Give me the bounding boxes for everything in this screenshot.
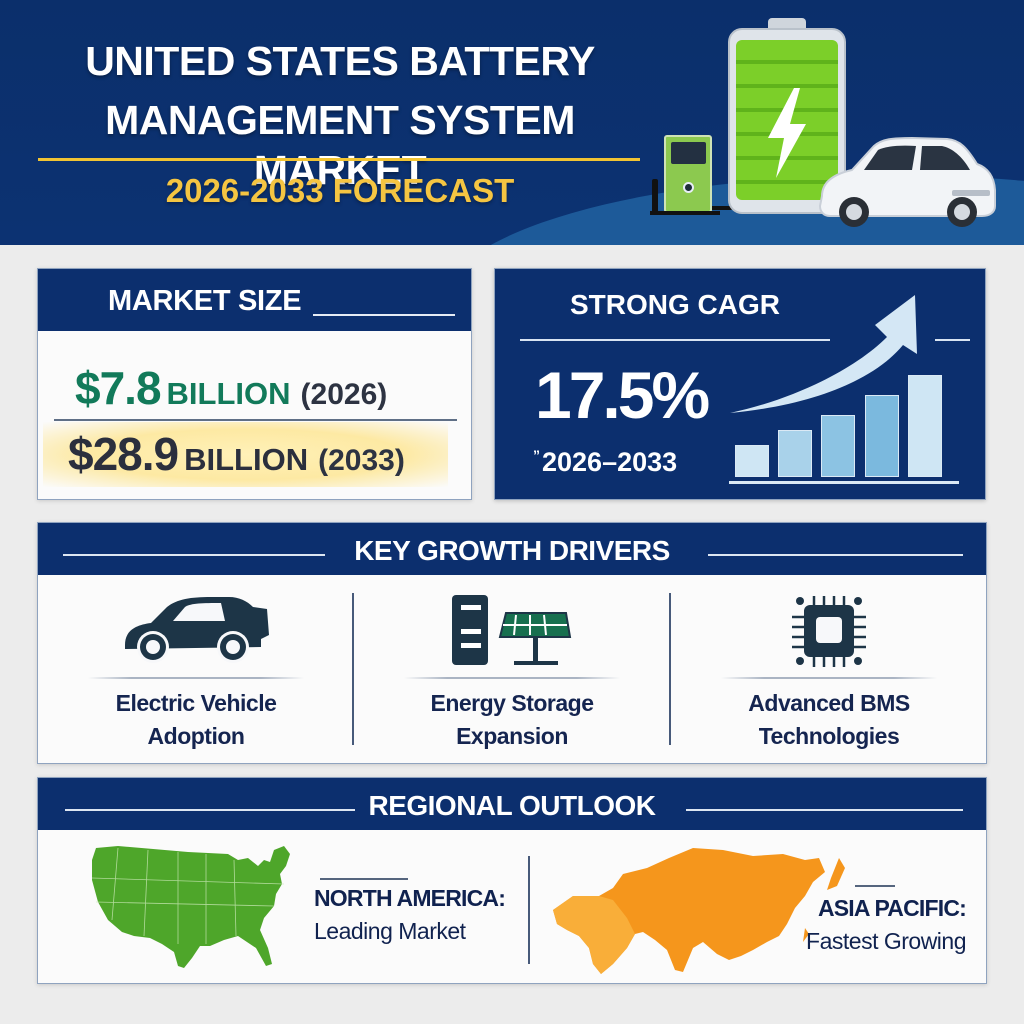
asia-pacific-subtitle: Fastest Growing	[806, 928, 966, 954]
market-size-card: MARKET SIZE $7.8 BILLION (2026) $28.9 BILLI…	[37, 268, 472, 500]
asia-pacific-map-icon	[553, 848, 845, 974]
growth-bar-chart-icon	[725, 289, 975, 489]
ap-rule	[855, 885, 895, 887]
growth-drivers-header: KEY GROWTH DRIVERS	[38, 523, 986, 575]
electric-car-icon	[818, 136, 996, 227]
forecast-label: FORECAST	[332, 172, 515, 209]
driver-ev-label: Electric Vehicle Adoption	[115, 690, 277, 749]
market-year-2026: (2026)	[300, 378, 388, 411]
market-year-2033: (2033)	[318, 444, 405, 477]
lightning-bolt-icon	[768, 88, 806, 178]
driver-ev-adoption: Electric Vehicle Adoption	[38, 575, 354, 765]
energy-storage-solar-icon	[452, 595, 572, 665]
market-unit-2026: BILLION	[166, 376, 291, 411]
microchip-icon	[792, 596, 866, 667]
title-line-1: UNITED STATES BATTERY	[85, 38, 595, 84]
cagr-rule-short	[935, 339, 970, 341]
north-america-map-icon	[91, 846, 290, 968]
driver-energy-label: Energy Storage Expansion	[430, 690, 595, 749]
market-size-2026: $7.8 BILLION (2026)	[75, 361, 387, 415]
market-size-2033: $28.9 BILLION (2033)	[68, 427, 405, 481]
regional-outlook-card: REGIONAL OUTLOOK NORTH AMERICA: Leading …	[37, 777, 987, 984]
regional-outlook-header: REGIONAL OUTLOOK	[38, 778, 986, 830]
market-size-heading: MARKET SIZE	[108, 285, 302, 317]
market-size-divider	[54, 419, 457, 421]
driver-energy-storage: Energy Storage Expansion	[354, 575, 670, 765]
na-rule	[320, 878, 408, 880]
market-value-2033: $28.9	[68, 428, 179, 480]
market-value-2026: $7.8	[75, 362, 162, 414]
cagr-rule	[520, 339, 830, 341]
cagr-card: STRONG CAGR 17.5% ”2026–2033	[494, 268, 986, 500]
title-line-2: MANAGEMENT SYSTEM MARKET	[105, 97, 575, 193]
highlight-glow	[43, 422, 448, 487]
driver-advanced-bms: Advanced BMS Technologies	[671, 575, 987, 765]
car-icon	[125, 597, 269, 663]
battery-charging-icon	[728, 18, 846, 214]
cagr-heading: STRONG CAGR	[570, 289, 780, 320]
forecast-years: 2026-2033	[165, 172, 324, 209]
market-size-header: MARKET SIZE	[38, 269, 471, 331]
growth-arrow-icon	[730, 295, 917, 413]
cagr-period-text: 2026–2033	[542, 447, 678, 477]
regional-outlook-heading: REGIONAL OUTLOOK	[368, 790, 656, 821]
heading-rule	[313, 314, 455, 316]
cagr-period: ”2026–2033	[533, 447, 677, 478]
region-divider	[528, 856, 530, 964]
cagr-mark: ”	[533, 447, 540, 463]
driver-bms-label: Advanced BMS Technologies	[748, 690, 910, 749]
ev-charger-icon	[650, 135, 722, 215]
growth-drivers-card: KEY GROWTH DRIVERS Electric Vehicle Adop…	[37, 522, 987, 764]
north-america-title: NORTH AMERICA:	[314, 885, 506, 911]
title-divider	[38, 158, 640, 161]
forecast-subtitle: 2026-2033 FORECAST	[30, 172, 650, 210]
header-banner: UNITED STATES BATTERY MANAGEMENT SYSTEM …	[0, 0, 1024, 245]
growth-drivers-heading: KEY GROWTH DRIVERS	[354, 535, 670, 566]
market-unit-2033: BILLION	[184, 442, 309, 477]
column-divider	[352, 593, 354, 745]
asia-pacific-title: ASIA PACIFIC:	[817, 895, 967, 921]
column-divider	[669, 593, 671, 745]
cagr-value: 17.5%	[535, 358, 710, 432]
north-america-subtitle: Leading Market	[314, 918, 466, 944]
